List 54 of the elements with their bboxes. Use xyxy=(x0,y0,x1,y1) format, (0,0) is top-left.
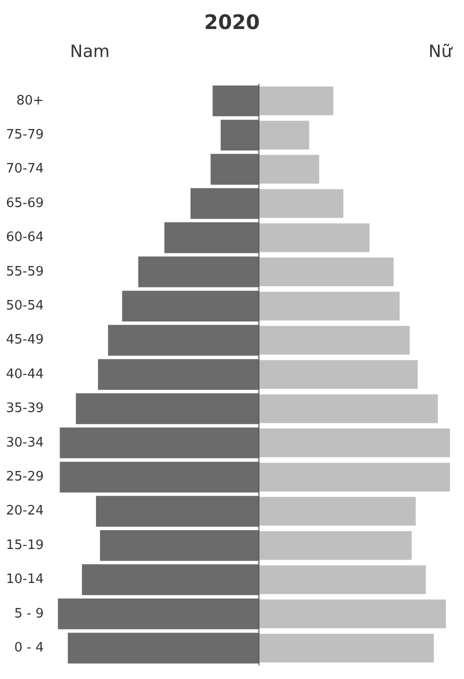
bar xyxy=(60,428,259,458)
y-tick-label: 80+ xyxy=(16,93,44,108)
bar xyxy=(258,634,434,662)
y-tick-label: 60-64 xyxy=(6,230,44,246)
bar xyxy=(138,256,259,288)
bar xyxy=(164,222,259,254)
y-tick-label: 50-54 xyxy=(6,298,44,314)
y-tick-label: 0 - 4 xyxy=(14,640,44,656)
bar xyxy=(258,428,450,458)
bar xyxy=(76,393,259,424)
y-tick-label: 65-69 xyxy=(6,196,44,211)
bar xyxy=(258,531,412,560)
bar xyxy=(190,188,259,219)
y-tick-label: 45-49 xyxy=(6,332,44,348)
y-tick-label: 20-24 xyxy=(6,504,44,519)
text: Nữ xyxy=(428,42,452,62)
bar xyxy=(258,223,370,252)
bar xyxy=(122,290,259,322)
bar xyxy=(68,632,259,664)
y-tick-label: 55-59 xyxy=(6,264,44,280)
bar xyxy=(258,600,446,628)
y-tick-label: 70-74 xyxy=(6,162,44,177)
bar xyxy=(258,565,426,594)
bar xyxy=(258,154,320,184)
bar xyxy=(258,496,416,526)
bar xyxy=(212,86,259,116)
y-tick-label: 5 - 9 xyxy=(14,606,44,622)
y-tick-label: 15-19 xyxy=(6,538,44,553)
bar xyxy=(98,359,259,390)
bar xyxy=(60,462,259,492)
chart-title: 2020 xyxy=(203,10,261,34)
y-tick-label: 75-79 xyxy=(6,127,44,142)
bar xyxy=(258,394,438,424)
bar xyxy=(258,462,450,492)
text: Nam xyxy=(70,42,110,62)
bar xyxy=(258,189,344,218)
bar xyxy=(108,324,259,356)
bar xyxy=(258,120,310,150)
bar xyxy=(96,496,259,527)
bar xyxy=(82,564,259,596)
y-tick-label: 40-44 xyxy=(6,366,44,382)
y-tick-label: 35-39 xyxy=(6,401,44,416)
bar xyxy=(100,530,259,561)
y-tick-label: 30-34 xyxy=(6,435,44,450)
bar xyxy=(210,154,259,185)
bar xyxy=(58,598,259,630)
bar xyxy=(258,292,400,320)
y-tick-label: 10-14 xyxy=(6,572,44,588)
bar xyxy=(258,326,410,355)
bar xyxy=(258,86,334,116)
bar xyxy=(258,258,394,286)
bar xyxy=(258,360,418,389)
bar xyxy=(220,120,259,150)
y-tick-label: 25-29 xyxy=(6,469,44,484)
